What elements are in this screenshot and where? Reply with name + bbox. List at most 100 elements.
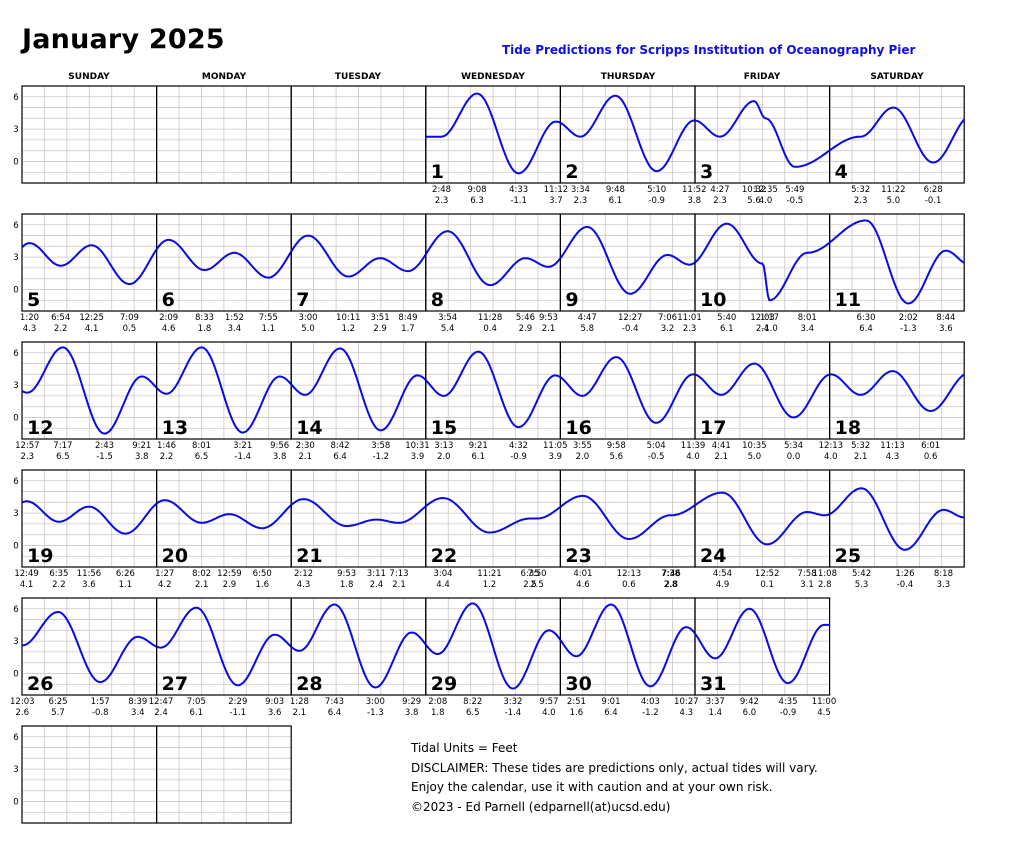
extreme-height-label: 2.9 bbox=[373, 324, 387, 334]
extreme-time-label: 11:56 bbox=[77, 569, 102, 579]
extreme-time-label: 3:04 bbox=[433, 569, 452, 579]
notes-block: Tidal Units = Feet DISCLAIMER: These tid… bbox=[411, 739, 818, 817]
day-cell-5: 5 1:204.3 6:542.2 12:254.1 7:090.5 bbox=[20, 213, 158, 334]
extreme-time-label: 6:30 bbox=[857, 313, 876, 323]
extreme-time-label: 7:43 bbox=[325, 697, 344, 707]
y-tick-label: 6 bbox=[13, 221, 18, 231]
y-tick-label: 3 bbox=[13, 125, 18, 135]
y-tick-label: 0 bbox=[13, 541, 18, 551]
tide-curve bbox=[425, 496, 561, 534]
extreme-time-label: 11:05 bbox=[543, 441, 568, 451]
extreme-time-label: 5:49 bbox=[785, 185, 804, 195]
extreme-height-label: 2.9 bbox=[519, 324, 533, 334]
extreme-time-label: 7:38 bbox=[661, 569, 680, 579]
day-cell-28: 28 1:282.1 7:436.4 3:00-1.3 9:293.8 bbox=[290, 597, 427, 718]
extreme-height-label: 1.1 bbox=[119, 580, 133, 590]
extreme-time-label: 12:35 bbox=[753, 185, 778, 195]
day-number: 11 bbox=[835, 289, 861, 311]
day-cell-9: 94:475.8 12:27-0.4 7:063.211:012.3 bbox=[559, 213, 702, 334]
y-tick-label: 3 bbox=[13, 765, 18, 775]
weekday-thursday: THURSDAY bbox=[600, 72, 656, 82]
extreme-time-label: 6:35 bbox=[520, 569, 539, 579]
extreme-height-label: 6.5 bbox=[195, 452, 209, 462]
tide-curve bbox=[156, 606, 292, 687]
extreme-height-label: 0.0 bbox=[787, 452, 801, 462]
extreme-time-label: 2:02 bbox=[899, 313, 918, 323]
tide-curve bbox=[694, 100, 831, 168]
enjoy-note: Enjoy the calendar, use it with caution … bbox=[411, 780, 773, 794]
day-number: 17 bbox=[700, 417, 726, 439]
extreme-height-label: 1.6 bbox=[570, 708, 584, 718]
extreme-time-label: 8:49 bbox=[398, 313, 417, 323]
extreme-height-label: 4.3 bbox=[23, 324, 37, 334]
extreme-time-label: 7:58 bbox=[797, 569, 816, 579]
day-number: 6 bbox=[162, 289, 175, 311]
tide-curve bbox=[155, 346, 292, 434]
extreme-time-label: 4:33 bbox=[509, 185, 528, 195]
extreme-height-label: 5.3 bbox=[855, 580, 869, 590]
extreme-height-label: -0.5 bbox=[648, 452, 665, 462]
extreme-time-label: 10:35 bbox=[742, 441, 767, 451]
day-cell-27: 27 12:472.4 7:056.1 2:29-1.1 9:033.6 bbox=[149, 597, 292, 718]
extreme-height-label: 3.9 bbox=[548, 452, 562, 462]
tide-curve bbox=[155, 238, 293, 279]
extreme-height-label: -0.1 bbox=[925, 196, 942, 206]
extreme-height-label: 4.3 bbox=[297, 580, 311, 590]
tide-curve bbox=[694, 362, 830, 419]
extreme-height-label: 3.6 bbox=[82, 580, 96, 590]
extreme-time-label: 9:01 bbox=[601, 697, 620, 707]
y-tick-label: 0 bbox=[13, 413, 18, 423]
extreme-time-label: 11:13 bbox=[880, 441, 905, 451]
extreme-height-label: 1.1 bbox=[262, 324, 276, 334]
extreme-height-label: 2.1 bbox=[542, 324, 556, 334]
extreme-time-label: 9:42 bbox=[740, 697, 759, 707]
extreme-height-label: -1.2 bbox=[642, 708, 659, 718]
day-number: 26 bbox=[27, 673, 53, 695]
cell-border bbox=[828, 469, 965, 568]
extreme-time-label: 3:51 bbox=[371, 313, 390, 323]
empty-cell bbox=[21, 725, 158, 824]
day-number: 24 bbox=[700, 545, 726, 567]
extreme-time-label: 7:50 bbox=[527, 569, 546, 579]
extreme-height-label: 3.2 bbox=[661, 324, 675, 334]
extreme-time-label: 3:21 bbox=[233, 441, 252, 451]
day-number: 20 bbox=[162, 545, 188, 567]
tide-curve bbox=[559, 494, 696, 541]
extreme-time-label: 1:57 bbox=[91, 697, 110, 707]
day-number: 28 bbox=[296, 673, 322, 695]
extreme-height-label: -0.4 bbox=[622, 324, 639, 334]
day-cell-10: 10 5:406.1 1:17-1.0 8:013.4 12:032.4 bbox=[694, 213, 831, 334]
extreme-time-label: 3:58 bbox=[371, 441, 390, 451]
extreme-height-label: 2.2 bbox=[52, 580, 66, 590]
extreme-height-label: 3.8 bbox=[135, 452, 149, 462]
extreme-height-label: 5.4 bbox=[441, 324, 455, 334]
extreme-height-label: 2.8 bbox=[664, 580, 678, 590]
extreme-time-label: 9:56 bbox=[270, 441, 289, 451]
extreme-time-label: 9:21 bbox=[132, 441, 151, 451]
extreme-height-label: 6.1 bbox=[720, 324, 734, 334]
day-number: 2 bbox=[565, 161, 578, 183]
tide-curve bbox=[425, 350, 561, 429]
extreme-height-label: 2.1 bbox=[293, 708, 307, 718]
day-number: 22 bbox=[431, 545, 457, 567]
extreme-time-label: 9:48 bbox=[606, 185, 625, 195]
extreme-time-label: 3:00 bbox=[298, 313, 317, 323]
extreme-time-label: 10:32 bbox=[742, 185, 767, 195]
extreme-height-label: 4.3 bbox=[886, 452, 900, 462]
tide-curve bbox=[290, 603, 427, 689]
day-number: 9 bbox=[565, 289, 578, 311]
extreme-height-label: 3.3 bbox=[937, 580, 951, 590]
day-number: 13 bbox=[162, 417, 188, 439]
cell-border bbox=[828, 341, 965, 440]
day-cell-20: 20 1:274.2 8:022.1 12:592.9 6:501.6 bbox=[155, 469, 292, 590]
tide-curve bbox=[290, 234, 427, 278]
extreme-height-label: 2.3 bbox=[21, 452, 35, 462]
extreme-time-label: 6:50 bbox=[253, 569, 272, 579]
extreme-time-label: 6:01 bbox=[921, 441, 940, 451]
extreme-height-label: 2.0 bbox=[576, 452, 590, 462]
extreme-height-label: 2.1 bbox=[298, 452, 312, 462]
disclaimer-note: DISCLAIMER: These tides are predictions … bbox=[411, 760, 818, 775]
day-number: 21 bbox=[296, 545, 322, 567]
extreme-height-label: -0.4 bbox=[897, 580, 914, 590]
